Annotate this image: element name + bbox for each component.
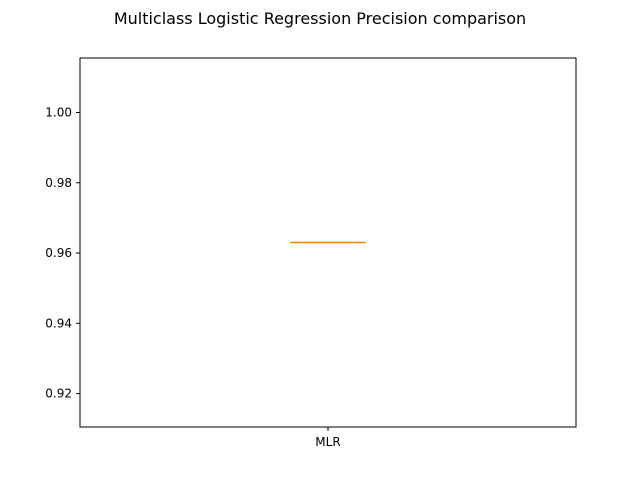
chart-title: Multiclass Logistic Regression Precision… [114,9,526,28]
y-tick-label: 1.00 [45,105,72,119]
y-tick-label: 0.92 [45,387,72,401]
y-tick-label: 0.94 [45,316,72,330]
x-axis: MLR [315,427,341,449]
x-tick-label: MLR [315,435,340,449]
y-axis: 0.92 0.94 0.96 0.98 1.00 [45,105,80,401]
y-tick-label: 0.98 [45,176,72,190]
plot-area-frame [79,57,577,428]
y-tick-label: 0.96 [45,246,72,260]
